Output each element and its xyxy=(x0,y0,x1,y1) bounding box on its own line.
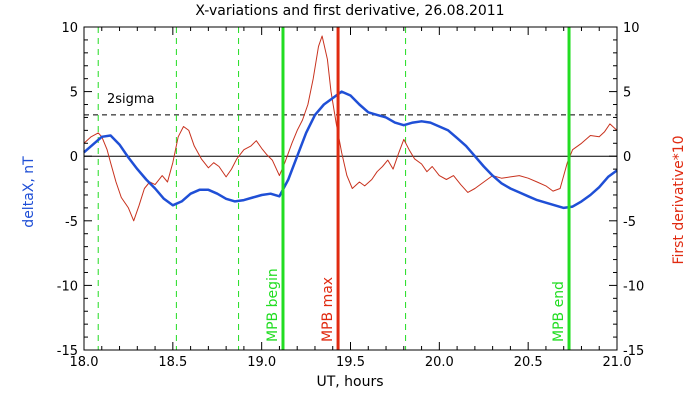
y-tick-label-left-1: 5 xyxy=(70,86,78,101)
marker-label-2: MPB end xyxy=(551,281,567,342)
y-tick-label-left-3: -5 xyxy=(65,215,78,230)
x-tick-label-2: 19.0 xyxy=(247,355,276,370)
y-tick-label-left-0: 10 xyxy=(61,21,78,36)
x-tick-label-0: 18.0 xyxy=(70,355,99,370)
y-tick-label-right-4: -10 xyxy=(623,279,644,294)
x-tick-label-6: 21.0 xyxy=(603,355,632,370)
y-tick-label-right-0: 10 xyxy=(623,21,640,36)
y-tick-label-left-4: -10 xyxy=(57,279,78,294)
x-tick-label-4: 20.0 xyxy=(425,355,454,370)
y-tick-label-right-2: 0 xyxy=(623,150,631,165)
chart-title: X-variations and first derivative, 26.08… xyxy=(195,3,504,19)
y-tick-label-right-5: -15 xyxy=(623,344,644,359)
y-tick-label-right-1: 5 xyxy=(623,86,631,101)
y-axis-label-right: First derivative*10 xyxy=(671,135,687,264)
x-axis-label: UT, hours xyxy=(316,374,383,390)
y-axis-label-left: deltaX, nT xyxy=(21,156,37,228)
series-line-derivative xyxy=(83,35,618,222)
plot-area: MPB begin MPB max MPB end 18.0 18.5 19.0 19.5 2… xyxy=(57,21,644,370)
x-tick-label-5: 20.5 xyxy=(514,355,543,370)
marker-label-1: MPB max xyxy=(320,277,336,342)
x-tick-label-3: 19.5 xyxy=(336,355,365,370)
y-tick-label-left-5: -15 xyxy=(57,344,78,359)
y-tick-label-left-2: 0 xyxy=(70,150,78,165)
marker-label-0: MPB begin xyxy=(265,268,281,342)
y-tick-label-right-3: -5 xyxy=(623,215,636,230)
x-tick-label-1: 18.5 xyxy=(158,355,187,370)
series-line-deltax xyxy=(83,90,618,210)
threshold-label: 2sigma xyxy=(107,92,155,107)
plot-frame xyxy=(83,26,618,351)
